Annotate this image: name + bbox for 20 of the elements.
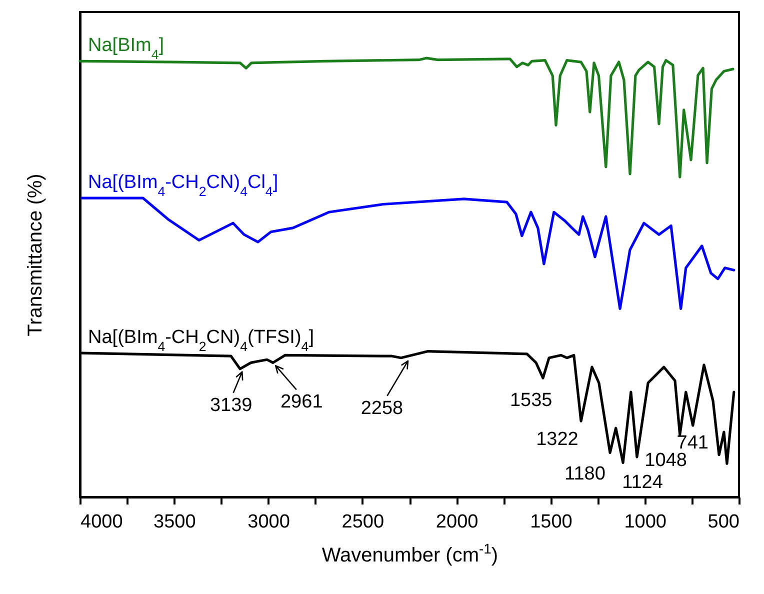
- annotation: 1322: [536, 429, 578, 450]
- x-tick-label: 2500: [342, 512, 384, 532]
- x-tick-label: 3500: [154, 512, 196, 532]
- x-tick-label: 2000: [436, 512, 478, 532]
- annotation: 1535: [510, 390, 552, 412]
- text: Na[(BIm$_{4}$-CH$_{2}$CN)$_{4}$Cl$_{4}$]: [88, 172, 278, 199]
- annotation: 1180: [564, 464, 606, 485]
- annotation: 1124: [622, 472, 664, 493]
- x-tick-label: 3000: [248, 512, 290, 532]
- series-label: Na[BIm$_{4}$]: [88, 35, 164, 62]
- x-tick-label: 1500: [530, 512, 572, 532]
- x-tick-label: 1000: [624, 512, 666, 532]
- x-tick-label: 4000: [80, 512, 123, 532]
- x-tick-label: 500: [708, 512, 740, 532]
- annotation: 2961: [280, 392, 323, 413]
- text: Na[(BIm$_{4}$-CH$_{2}$CN)$_{4}$(TFSI)$_{4}$]: [88, 327, 314, 354]
- x-axis-title: Wavenumber (cm$^{-1}$): [322, 540, 498, 566]
- annotation: 3139: [210, 394, 252, 416]
- y-axis-title: Transmittance (%): [24, 174, 46, 336]
- annotation: 2258: [360, 398, 404, 419]
